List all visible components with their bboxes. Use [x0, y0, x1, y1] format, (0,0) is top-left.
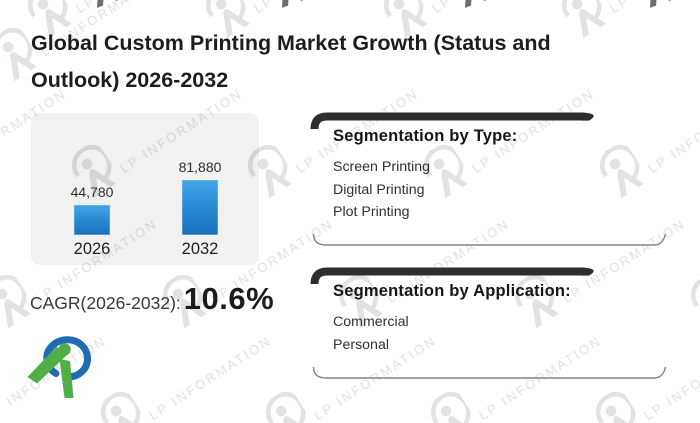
cagr-label: CAGR(2026-2032): [30, 293, 181, 313]
segment-item: Personal [333, 336, 389, 353]
section-frame [310, 112, 667, 246]
company-logo: LP INFORMATION [26, 332, 226, 404]
cagr-value: 10.6% [183, 281, 275, 316]
logo-mark-icon [27, 336, 91, 398]
page-title: Global Custom Printing Market Growth (St… [31, 31, 551, 92]
section-heading: Segmentation by Application: [333, 282, 571, 300]
segment-item: Commercial [333, 314, 409, 330]
bar-category-label: 2032 [181, 240, 219, 258]
bar-value-label: 81,880 [178, 159, 222, 175]
bar [74, 205, 110, 235]
bar-category-label: 2026 [73, 240, 111, 258]
section-frame [310, 267, 667, 379]
segment-item-list: Commercial Personal [333, 311, 658, 356]
segment-item: Digital Printing [333, 181, 425, 198]
market-growth-bar-chart: 44,780 2026 81,880 2032 [31, 113, 259, 265]
segment-item: Plot Printing [333, 204, 410, 221]
bar-group-2026: 44,780 2026 [47, 184, 137, 259]
bar-group-2032: 81,880 2032 [155, 159, 245, 259]
bar-value-label: 44,780 [70, 184, 114, 200]
segmentation-section-type: Segmentation by Type: Screen Printing Digi… [310, 108, 668, 249]
segment-item-list: Screen Printing Digital Printing Plot Prin… [333, 156, 658, 224]
segment-item: Screen Printing [333, 159, 430, 175]
bar [182, 180, 218, 235]
segmentation-section-application: Segmentation by Application: Commercial Pe… [310, 263, 668, 382]
cagr-row: CAGR(2026-2032): 10.6% [30, 281, 274, 317]
section-heading: Segmentation by Type: [333, 127, 518, 145]
